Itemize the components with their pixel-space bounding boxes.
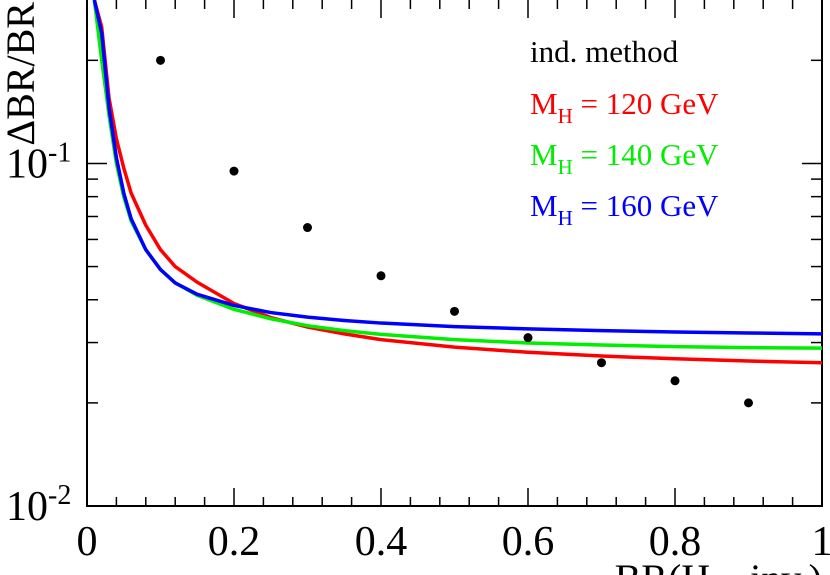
legend-symbol-subscript: H: [558, 104, 573, 128]
data-point: [450, 306, 459, 316]
legend-entry-series-2: MH = 160 GeV: [530, 188, 719, 230]
x-axis-title: BR(H→inv.): [615, 556, 822, 575]
legend-label-rest: = 140 GeV: [573, 137, 719, 172]
x-tick-label: 0.6: [502, 519, 555, 565]
points-group: [156, 55, 753, 408]
data-point: [303, 223, 312, 233]
y-tick-exponent: -1: [48, 137, 71, 168]
x-tick-label: 0.8: [649, 519, 702, 565]
legend-symbol-main: M: [530, 86, 558, 121]
data-point: [229, 166, 239, 176]
legend-entry-ind-method: ind. method: [530, 34, 679, 69]
legend-entry-series-1: MH = 140 GeV: [530, 137, 719, 179]
plot-border: [86, 0, 823, 507]
y-tick-base: 10: [6, 484, 48, 530]
x-tick-label: 1: [812, 519, 830, 565]
y-tick-label: 10-2: [6, 480, 71, 530]
plot-frame: [86, 0, 823, 507]
series-group: [92, 0, 822, 365]
legend-entry-series-0: MH = 120 GeV: [530, 86, 719, 128]
x-tick-label: 0.2: [208, 519, 261, 565]
legend-symbol-subscript: H: [558, 155, 573, 179]
series-line-0: [92, 0, 822, 365]
legend-label-rest: = 120 GeV: [573, 86, 719, 121]
data-point: [744, 398, 753, 408]
legend-label-rest: = 160 GeV: [573, 188, 719, 223]
tick-labels: 0 0.2 0.4 0.6 0.8 110-210-1: [6, 137, 830, 565]
legend-symbol-subscript: H: [558, 206, 573, 230]
axis-ticks: [86, 0, 823, 507]
y-tick-exponent: -2: [48, 480, 71, 511]
data-point: [597, 358, 606, 368]
x-tick-label: 0: [77, 519, 98, 565]
series-line-2: [92, 0, 822, 336]
data-point: [523, 333, 533, 343]
legend-symbol-main: M: [530, 188, 558, 223]
y-tick-label: 10-1: [6, 137, 71, 187]
data-point: [376, 271, 386, 281]
data-point: [156, 55, 165, 65]
legend-symbol-main: M: [530, 137, 558, 172]
y-tick-base: 10: [6, 141, 48, 187]
data-point: [670, 376, 680, 386]
x-tick-label: 0.4: [355, 519, 408, 565]
y-axis-title: ΔBR/BR: [0, 2, 43, 146]
